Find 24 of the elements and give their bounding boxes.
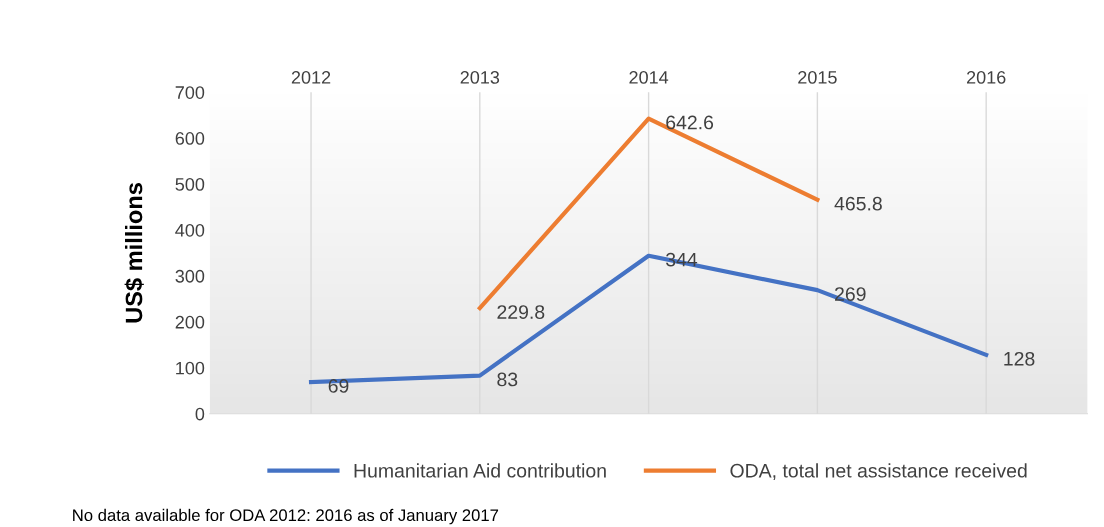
text: No data available for ODA 2012: 2016 as of January 2017: [73, 508, 499, 525]
legend-label: Humanitarian Aid contribution: [354, 463, 606, 478]
y-tick-label: 600: [175, 132, 205, 145]
data-label: 269: [835, 287, 866, 301]
y-tick-label: 400: [175, 223, 205, 237]
x-tick-label: 2016: [967, 71, 1006, 84]
y-tick-label: 500: [175, 178, 205, 191]
y-tick-label: 200: [175, 315, 205, 329]
x-tick-label: 2014: [629, 71, 669, 84]
data-label: 83: [497, 372, 518, 387]
x-tick-label: 2015: [798, 71, 837, 84]
legend-label: ODA, total net assistance received: [730, 463, 1027, 480]
data-label: 69: [328, 379, 349, 393]
data-label: 465.8: [834, 196, 882, 211]
y-tick-label: 100: [176, 361, 205, 375]
data-label: 128: [1004, 351, 1035, 366]
x-tick-label: 2012: [291, 71, 331, 84]
y-tick-label: 0: [195, 407, 205, 421]
y-tick-label: 700: [175, 86, 205, 99]
y-axis-title: US$ millions: [124, 183, 144, 323]
data-label: 642.6: [666, 115, 714, 130]
y-tick-label: 300: [175, 269, 205, 283]
x-tick-label: 2013: [460, 71, 500, 84]
data-label: 229.8: [497, 305, 545, 319]
